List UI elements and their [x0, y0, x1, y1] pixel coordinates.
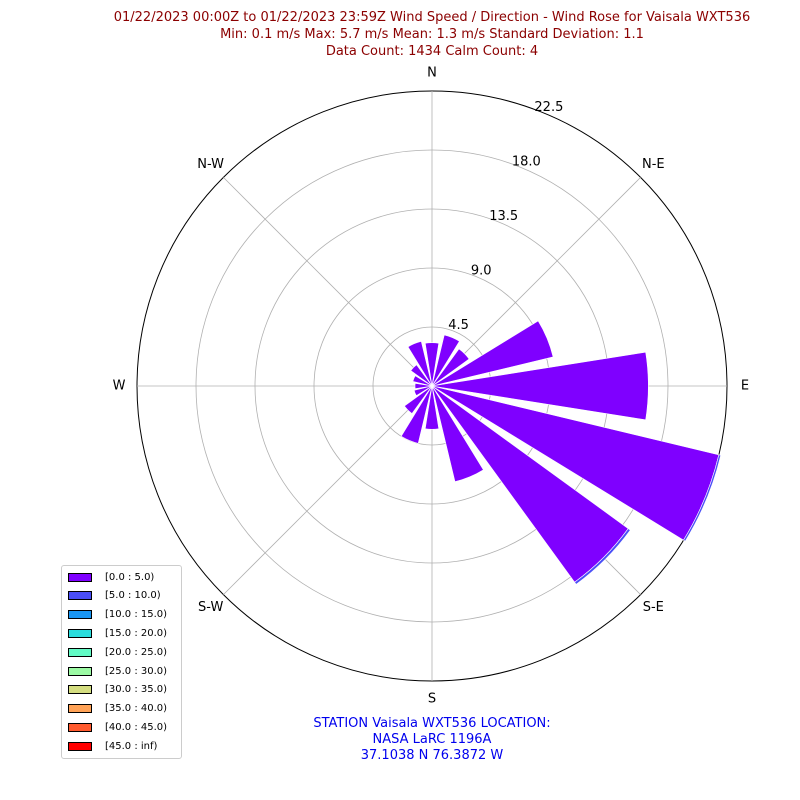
legend-item: [20.0 : 25.0) — [68, 645, 167, 659]
station-line-2: NASA LaRC 1196A — [372, 732, 492, 747]
legend-label: [25.0 : 30.0) — [105, 665, 168, 677]
bar-SW-0 — [404, 385, 433, 414]
legend-item: [40.0 : 45.0) — [68, 720, 167, 734]
chart-title-line-3: Data Count: 1434 Calm Count: 4 — [325, 44, 539, 59]
legend-swatch — [68, 628, 92, 638]
legend-label: [5.0 : 10.0) — [105, 590, 161, 602]
legend-label: [20.0 : 25.0) — [105, 646, 168, 658]
radial-tick-label: 4.5 — [448, 318, 469, 333]
legend-swatch — [68, 685, 92, 695]
wind-rose-bars — [400, 320, 722, 585]
bar-NNW-0 — [407, 341, 433, 387]
direction-label-S-W: S-W — [198, 600, 223, 615]
chart-title-line-1: 01/22/2023 00:00Z to 01/22/2023 23:59Z W… — [113, 10, 751, 25]
legend-swatch — [68, 704, 92, 714]
grid-spoke — [431, 177, 641, 387]
legend-swatch — [68, 591, 92, 601]
direction-label-N-W: N-W — [197, 157, 224, 172]
legend-item: [25.0 : 30.0) — [68, 664, 167, 678]
direction-label-W: W — [113, 379, 126, 394]
legend-label: [30.0 : 35.0) — [105, 684, 168, 696]
bar-NE-0 — [431, 348, 470, 387]
direction-label-E: E — [741, 379, 749, 394]
radial-tick-label: 9.0 — [471, 263, 492, 278]
legend-swatch — [68, 666, 92, 676]
legend-swatch — [68, 722, 92, 732]
bar-SE-1 — [574, 528, 631, 585]
radial-tick-label: 18.0 — [512, 154, 541, 169]
bar-ESE-1 — [683, 454, 722, 542]
bar-N-0 — [424, 342, 440, 387]
bar-W-0 — [414, 382, 433, 390]
legend-item: [35.0 : 40.0) — [68, 702, 167, 716]
direction-label-N-E: N-E — [642, 157, 665, 172]
bar-SSE-0 — [431, 385, 484, 482]
axis-labels: N N-E E S-E S S-W W N-W 4.5 9.0 13.5 18.0 22.5 — [113, 66, 750, 707]
legend-label: [45.0 : inf) — [105, 740, 158, 752]
chart-title-line-2: Min: 0.1 m/s Max: 5.7 m/s Mean: 1.3 m/s … — [220, 27, 644, 42]
speed-legend: [0.0 : 5.0) [5.0 : 10.0) [10.0 : 15.0) [15.… — [61, 565, 182, 759]
legend-item: [5.0 : 10.0) — [68, 589, 161, 603]
station-line-3: 37.1038 N 76.3872 W — [360, 748, 504, 763]
legend-swatch — [68, 610, 92, 620]
legend-label: [15.0 : 20.0) — [105, 627, 168, 639]
legend-swatch — [68, 647, 92, 657]
radial-tick-label: 13.5 — [489, 209, 518, 224]
legend-swatch — [68, 741, 92, 751]
bar-WNW-0 — [412, 375, 433, 387]
grid-spoke — [223, 177, 433, 387]
grid-spoke — [223, 385, 433, 595]
legend-label: [35.0 : 40.0) — [105, 703, 168, 715]
legend-item: [10.0 : 15.0) — [68, 608, 167, 622]
legend-item: [30.0 : 35.0) — [68, 683, 167, 697]
legend-label: [40.0 : 45.0) — [105, 721, 168, 733]
bar-SSW-0 — [400, 385, 433, 444]
bar-S-0 — [424, 385, 440, 430]
direction-label-N: N — [427, 66, 437, 81]
radial-tick-label: 22.5 — [534, 100, 563, 115]
bar-NNE-0 — [431, 334, 460, 387]
legend-item: [45.0 : inf) — [68, 739, 157, 753]
direction-label-S-E: S-E — [643, 600, 664, 615]
direction-label-S: S — [428, 692, 436, 707]
station-line-1: STATION Vaisala WXT536 LOCATION: — [313, 716, 551, 731]
legend-label: [10.0 : 15.0) — [105, 609, 168, 621]
bar-WSW-0 — [413, 385, 433, 397]
legend-item: [15.0 : 20.0) — [68, 626, 167, 640]
bar-E-0 — [431, 351, 649, 421]
legend-swatch — [68, 572, 92, 582]
legend-item: [0.0 : 5.0) — [68, 570, 154, 584]
legend-label: [0.0 : 5.0) — [105, 571, 155, 583]
bar-NW-0 — [410, 364, 433, 387]
bar-ENE-0 — [431, 320, 554, 387]
